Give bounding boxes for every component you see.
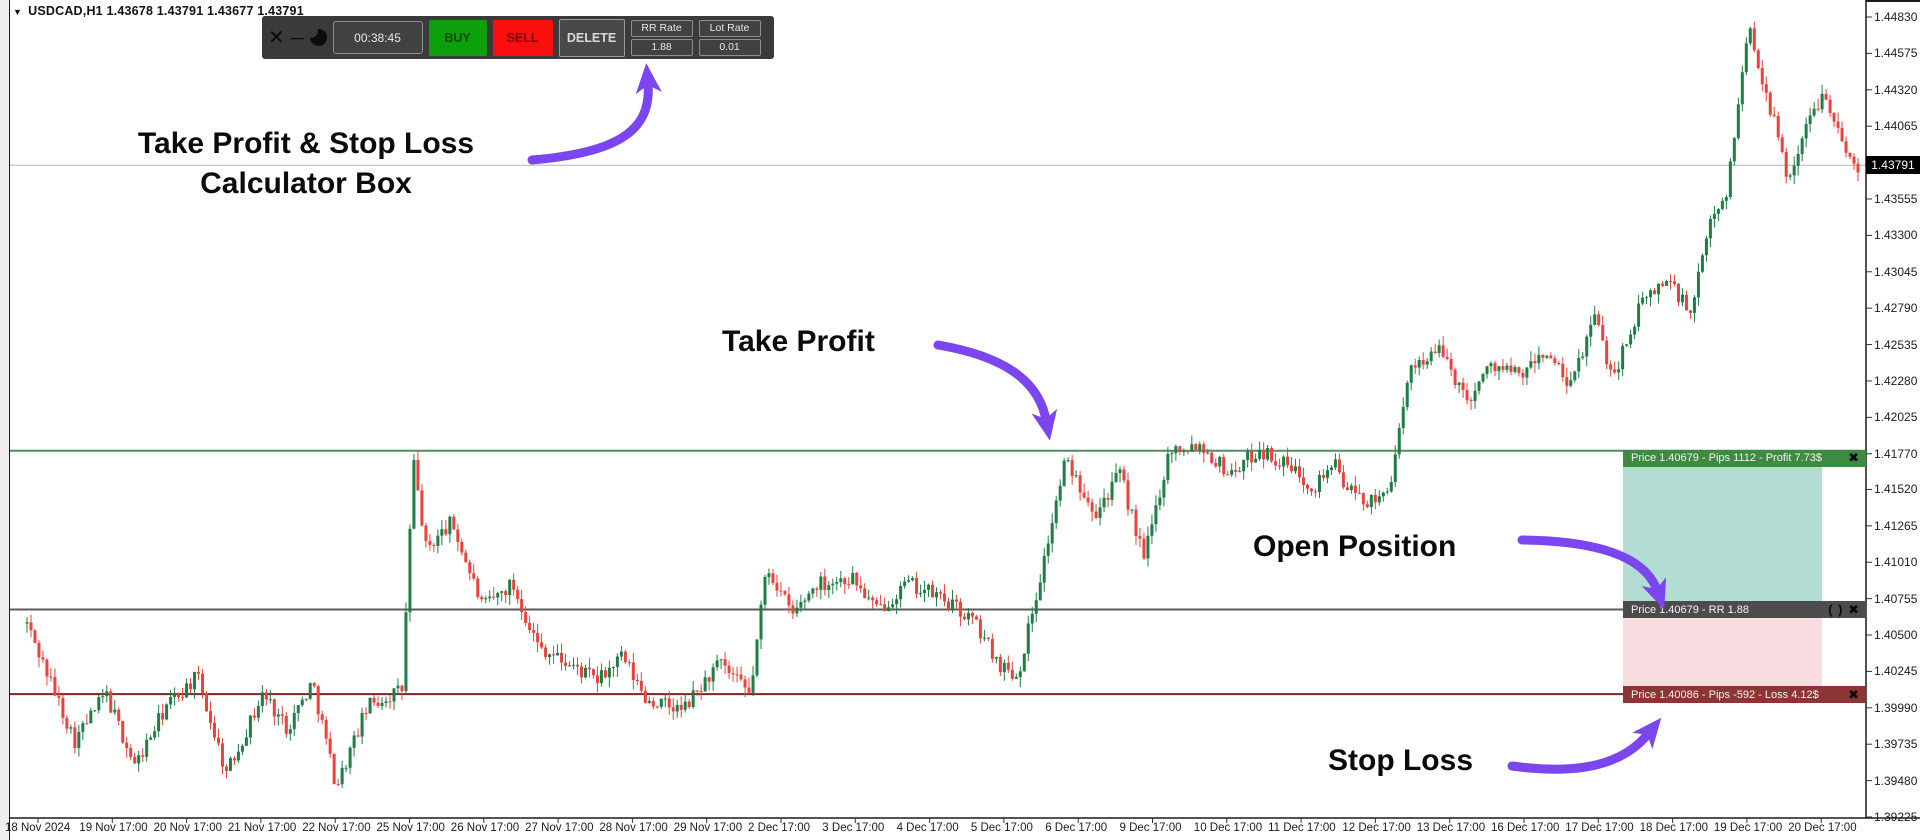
price-axis-label: 1.39480: [1874, 773, 1918, 788]
calculator-arrow: [527, 63, 662, 165]
price-axis-label: 1.39225: [1874, 810, 1918, 824]
take-profit-annotation: Take Profit: [722, 325, 875, 358]
price-axis-label: 1.44320: [1874, 82, 1918, 97]
price-axis-label: 1.40245: [1874, 664, 1918, 679]
time-axis-label: 16 Dec 17:00: [1491, 822, 1560, 834]
candle-timer: 00:38:45: [332, 21, 423, 54]
time-axis-label: 29 Nov 17:00: [673, 822, 743, 834]
time-axis-label: 18 Nov 2024: [5, 822, 71, 834]
price-axis-label: 1.42025: [1874, 410, 1918, 425]
calculator-annotation-line1: Take Profit & Stop Loss: [137, 127, 475, 160]
axis-ticks: [37, 16, 1872, 823]
symbol-dropdown-icon[interactable]: ▼: [13, 7, 23, 17]
price-axis-label: 1.41265: [1874, 518, 1918, 533]
price-axis-label: 1.44575: [1874, 46, 1918, 61]
time-axis-label: 4 Dec 17:00: [896, 822, 959, 834]
lot-rate-field[interactable]: Lot Rate 0.01: [698, 19, 761, 56]
time-axis-label: 5 Dec 17:00: [970, 822, 1033, 834]
open-position-arrow: [1517, 535, 1667, 610]
stop-loss-close-icon[interactable]: ✖: [1848, 686, 1860, 702]
time-axis-label: 25 Nov 17:00: [376, 822, 445, 834]
price-axis-label: 1.42280: [1874, 373, 1918, 388]
time-axis-label: 10 Dec 17:00: [1193, 822, 1263, 834]
price-axis-label: 1.41520: [1874, 482, 1918, 497]
price-axis-label: 1.40755: [1874, 591, 1918, 606]
stop-loss-label-text: Price 1.40086 - Pips -592 - Loss 4.12$: [1631, 688, 1819, 701]
delete-button[interactable]: DELETE: [558, 18, 625, 57]
buy-button[interactable]: BUY: [428, 19, 487, 56]
open-position-close-icon: ✖: [1848, 601, 1860, 617]
time-axis-label: 13 Dec 17:00: [1416, 822, 1486, 834]
time-axis-label: 21 Nov 17:00: [227, 822, 297, 834]
stop-loss-annotation: Stop Loss: [1328, 744, 1474, 777]
time-axis-label: 9 Dec 17:00: [1119, 822, 1182, 834]
calculator-annotation: Take Profit & Stop Loss Calculator Box: [85, 124, 527, 204]
price-axis-label: 1.44065: [1874, 119, 1918, 134]
time-axis-label: 27 Nov 17:00: [525, 822, 594, 834]
rr-rate-value[interactable]: 1.88: [630, 38, 693, 56]
rr-rate-label: RR Rate: [630, 19, 693, 37]
lot-rate-label: Lot Rate: [698, 19, 761, 37]
time-axis-label: 20 Dec 17:00: [1788, 822, 1857, 834]
price-axis-label: 1.43045: [1874, 264, 1918, 279]
open-position-annotation: Open Position: [1253, 530, 1457, 563]
open-position-icons[interactable]: ( ) ✖: [1828, 602, 1860, 618]
price-axis-label: 1.41010: [1874, 555, 1918, 570]
price-axis-label: 1.42790: [1874, 301, 1918, 316]
time-axis-label: 3 Dec 17:00: [822, 822, 885, 834]
window-left-edge: [0, 0, 10, 840]
sell-button[interactable]: SELL: [492, 19, 553, 56]
calculator-annotation-line2: Calculator Box: [200, 166, 412, 200]
take-profit-arrow: [933, 340, 1058, 441]
minimize-icon[interactable]: ─: [290, 27, 304, 48]
modify-order-icon: ( ): [1828, 601, 1844, 617]
candlestick-series: [25, 21, 1860, 789]
stop-loss-region: [1623, 618, 1822, 688]
time-axis-label: 20 Nov 17:00: [153, 822, 223, 834]
stop-loss-arrow: [1507, 717, 1662, 774]
time-axis-label: 28 Nov 17:00: [599, 822, 668, 834]
close-icon[interactable]: ✕: [268, 26, 285, 49]
time-axis-label: 12 Dec 17:00: [1342, 822, 1411, 834]
symbol-info: ▼ USDCAD,H1 1.43678 1.43791 1.43677 1.437…: [13, 4, 304, 18]
price-axis-label: 1.39735: [1874, 737, 1918, 752]
price-axis-label: 1.41770: [1874, 446, 1918, 461]
rr-rate-field[interactable]: RR Rate 1.88: [630, 19, 693, 56]
time-axis-label: 19 Dec 17:00: [1713, 822, 1783, 834]
time-axis-label: 26 Nov 17:00: [450, 822, 520, 834]
current-price-label: 1.43791: [1866, 156, 1920, 175]
dark-mode-moon-icon[interactable]: [309, 29, 327, 46]
time-axis-label: 22 Nov 17:00: [302, 822, 371, 834]
price-axis-label: 1.39990: [1874, 700, 1918, 715]
time-axis-label: 2 Dec 17:00: [748, 822, 811, 834]
take-profit-label-bar[interactable]: Price 1.40679 - Pips 1112 - Profit 7.73$…: [1623, 449, 1866, 467]
time-axis-label: 19 Nov 17:00: [79, 822, 148, 834]
tp-sl-calculator-box[interactable]: ✕ ─ 00:38:45 BUY SELL DELETE RR Rate 1.8…: [262, 16, 774, 59]
stop-loss-label-bar[interactable]: Price 1.40086 - Pips -592 - Loss 4.12$ ✖: [1623, 686, 1866, 704]
axis-borders: [10, 0, 1920, 819]
price-axis-label: 1.44830: [1874, 10, 1918, 24]
price-axis-label: 1.43555: [1874, 191, 1918, 206]
price-axis-label: 1.40500: [1874, 628, 1918, 643]
lot-rate-value[interactable]: 0.01: [698, 38, 761, 56]
price-axis-label: 1.42535: [1874, 337, 1918, 352]
take-profit-label-text: Price 1.40679 - Pips 1112 - Profit 7.73$: [1631, 452, 1822, 465]
time-axis-label: 18 Dec 17:00: [1639, 822, 1709, 834]
price-axis-label: 1.43300: [1874, 228, 1918, 243]
take-profit-close-icon[interactable]: ✖: [1848, 450, 1860, 466]
symbol-ohlc-text: USDCAD,H1 1.43678 1.43791 1.43677 1.4379…: [28, 4, 304, 18]
time-axis-label: 11 Dec 17:00: [1268, 822, 1336, 834]
time-axis-label: 6 Dec 17:00: [1045, 822, 1108, 834]
time-axis-label: 17 Dec 17:00: [1565, 822, 1634, 834]
